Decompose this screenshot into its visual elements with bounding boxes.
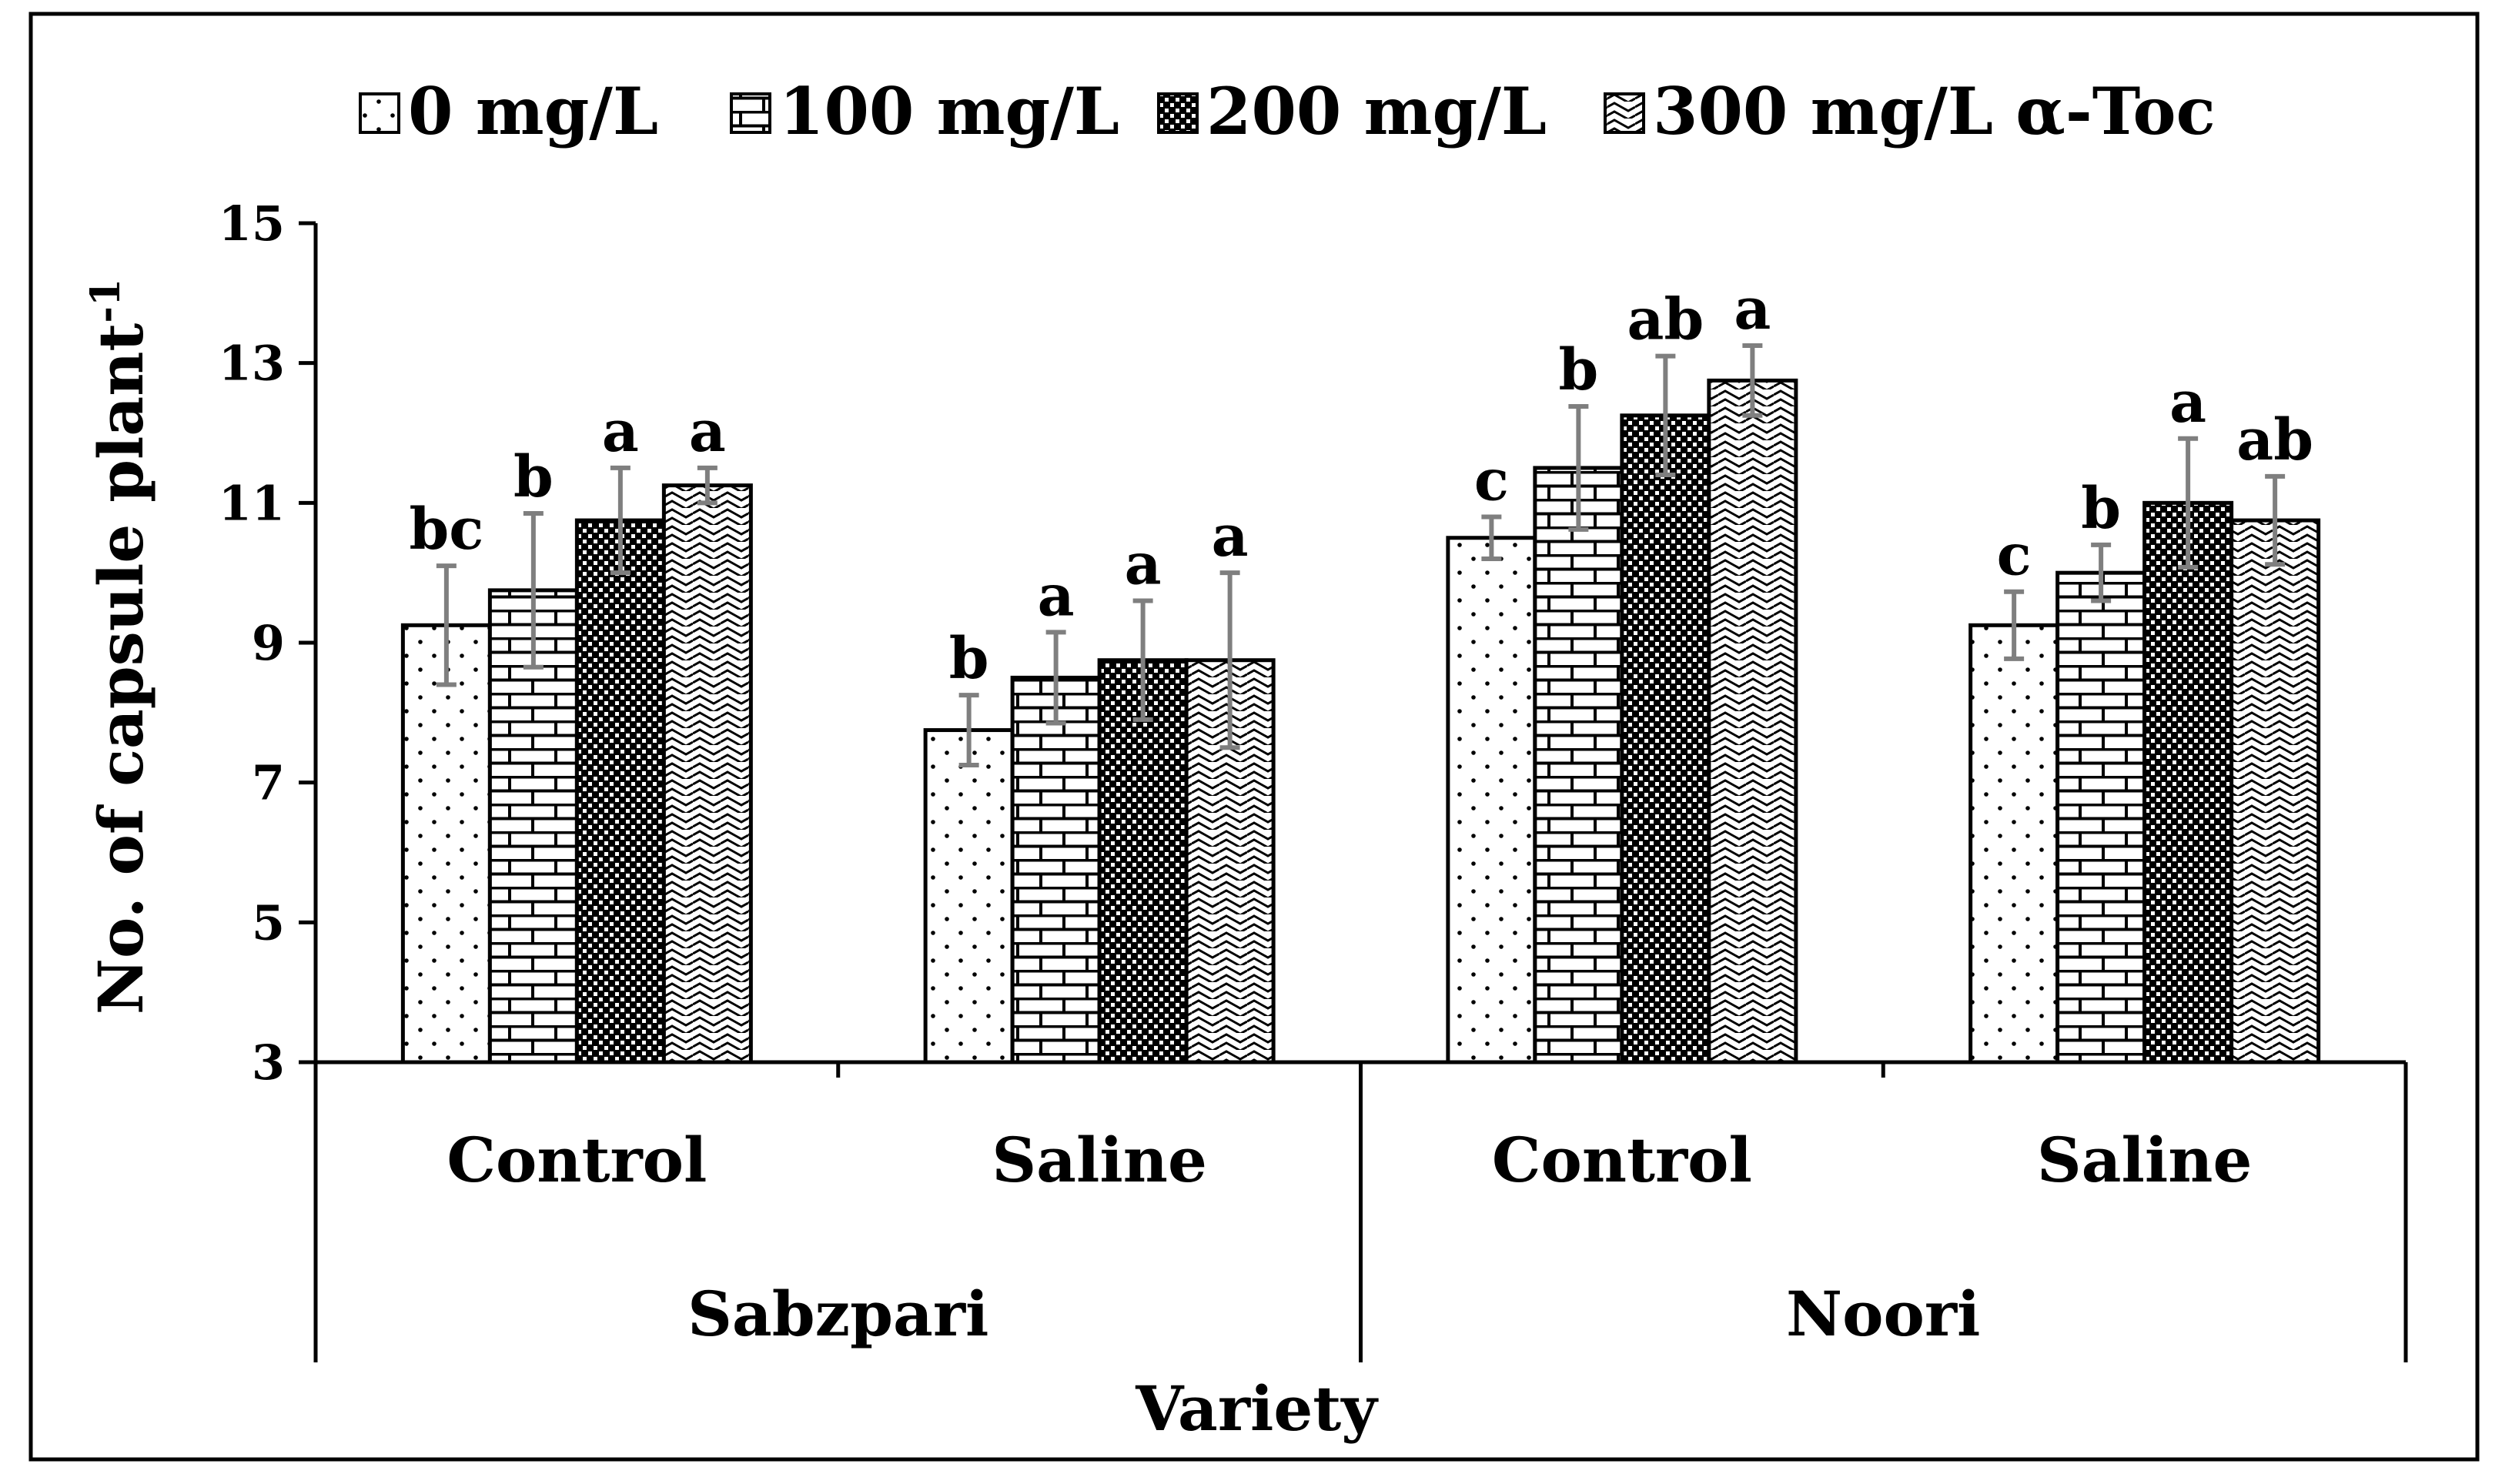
- error-bars-layer: [436, 343, 2286, 767]
- y-tick-label-7: 7: [252, 755, 285, 811]
- legend-item-1: 0 mg/L: [359, 73, 658, 149]
- group-label-1: Sabzpari: [687, 1278, 988, 1350]
- error-bar-2-2: [1045, 630, 1066, 726]
- legend-label-2: 100 mg/L: [779, 73, 1119, 149]
- category-label-2-1: Control: [1492, 1124, 1752, 1196]
- error-bar-3-2: [1132, 598, 1153, 722]
- significance-letter-3-4: a: [2169, 369, 2206, 436]
- error-bar-2-3: [1568, 403, 1589, 532]
- legend-swatch-3: [1157, 92, 1199, 134]
- significance-letter-4-4: ab: [2236, 407, 2313, 473]
- axes-layer: 3 5 7 9 11 13 15 Control Saline Sabzpari Control Sa…: [219, 196, 2408, 1362]
- y-tick-label-13: 13: [219, 336, 285, 392]
- bar-3-1: [574, 518, 666, 1065]
- significance-letter-3-3: ab: [1627, 287, 1704, 353]
- significance-letter-1-2: b: [949, 626, 989, 692]
- error-bar-2-1: [523, 510, 544, 670]
- bar-4-3: [1707, 378, 1798, 1065]
- category-label-1-2: Saline: [992, 1124, 1206, 1196]
- chart-frame: [28, 12, 2480, 1462]
- y-tick-label-5: 5: [252, 894, 285, 951]
- error-bar-3-3: [1655, 353, 1676, 477]
- significance-letter-2-2: a: [1038, 563, 1075, 629]
- significance-letter-2-1: b: [513, 444, 554, 510]
- error-bar-1-2: [958, 693, 979, 767]
- significance-letter-1-1: bc: [409, 496, 483, 563]
- significance-letter-1-3: c: [1474, 448, 1509, 514]
- legend-item-4: 300 mg/L α-Toc: [1604, 73, 2216, 149]
- legend-swatch-2: [730, 92, 771, 134]
- bar-1-1: [400, 623, 492, 1065]
- category-label-1-1: Control: [447, 1124, 707, 1196]
- significance-letter-2-3: b: [1559, 337, 1599, 403]
- legend-label-4: 300 mg/L α-Toc: [1653, 73, 2216, 149]
- bar-2-4: [2055, 570, 2147, 1065]
- legend-label-3: 200 mg/L: [1206, 73, 1547, 149]
- y-tick-label-9: 9: [252, 615, 285, 671]
- category-label-2-2: Saline: [2037, 1124, 2252, 1196]
- significance-letter-4-3: a: [1734, 276, 1771, 343]
- bar-3-4: [2142, 500, 2234, 1065]
- legend-swatch-4: [1604, 92, 1645, 134]
- error-bar-3-1: [610, 465, 631, 576]
- bar-2-3: [1533, 466, 1624, 1065]
- bar-1-3: [1446, 536, 1537, 1065]
- legend-item-2: 100 mg/L: [730, 73, 1119, 149]
- legend-label-1: 0 mg/L: [408, 73, 658, 149]
- error-bar-4-1: [697, 465, 717, 506]
- error-bar-3-4: [2178, 436, 2199, 570]
- bar-4-4: [2229, 518, 2321, 1065]
- bars-layer: [400, 378, 2321, 1065]
- error-bar-4-2: [1219, 570, 1240, 750]
- bar-1-4: [1968, 623, 2060, 1065]
- legend-swatch-1: [359, 92, 400, 134]
- error-bar-1-1: [436, 563, 457, 687]
- bar-4-1: [661, 483, 753, 1065]
- error-bar-4-4: [2265, 473, 2286, 567]
- error-bar-4-3: [1742, 343, 1763, 418]
- y-tick-label-11: 11: [219, 475, 285, 531]
- significance-letter-1-4: c: [1997, 523, 2032, 589]
- error-bar-1-4: [2004, 589, 2025, 661]
- y-tick-label-15: 15: [219, 196, 285, 252]
- legend: 0 mg/L 100 mg/L 200 mg/L 300 mg/L α-Toc: [359, 73, 2216, 149]
- error-bar-2-4: [2091, 542, 2112, 603]
- significance-letter-3-1: a: [602, 399, 639, 465]
- bar-3-3: [1620, 413, 1711, 1065]
- bar-2-2: [1010, 675, 1102, 1065]
- group-label-2: Noori: [1786, 1278, 1980, 1350]
- y-tick-label-3: 3: [252, 1034, 285, 1091]
- y-axis-title: No. of capsule plant-1: [82, 279, 157, 1014]
- significance-letter-4-1: a: [689, 399, 726, 465]
- significance-letter-4-2: a: [1212, 503, 1249, 570]
- legend-item-3: 200 mg/L: [1157, 73, 1547, 149]
- x-axis-title: Variety: [1135, 1372, 1379, 1445]
- bar-1-2: [923, 728, 1015, 1065]
- error-bar-1-3: [1481, 514, 1502, 561]
- significance-letter-3-2: a: [1125, 532, 1162, 598]
- significance-letter-2-4: b: [2081, 476, 2121, 542]
